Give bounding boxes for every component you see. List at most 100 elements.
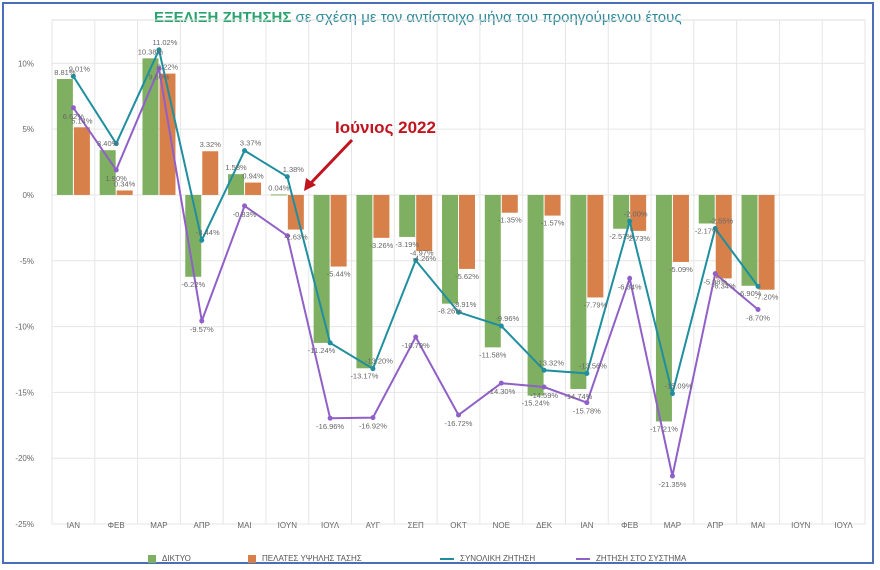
- point-systima: [627, 275, 633, 281]
- x-tick-label: ΟΚΤ: [450, 521, 467, 530]
- data-label: -15.24%: [522, 399, 550, 408]
- x-tick-label: ΙΟΥΝ: [791, 521, 811, 530]
- x-tick-label: ΝΟΕ: [493, 521, 510, 530]
- y-tick-label: 0%: [22, 191, 34, 200]
- x-tick-label: ΜΑΡ: [664, 521, 681, 530]
- x-tick-label: ΜΑΙ: [751, 521, 765, 530]
- x-tick-label: ΔΕΚ: [536, 521, 553, 530]
- point-synoliki: [156, 47, 162, 53]
- legend-swatch-synoliki: [440, 557, 454, 560]
- data-label: -4.26%: [412, 254, 436, 263]
- y-tick-label: 5%: [22, 125, 34, 134]
- point-systima: [755, 306, 761, 312]
- bar-diktyo: [142, 58, 159, 195]
- point-synoliki: [327, 340, 333, 346]
- data-label: -6.22%: [181, 280, 205, 289]
- data-label: -5.62%: [455, 272, 479, 281]
- legend-swatch-systima: [576, 557, 590, 560]
- data-label: -9.96%: [495, 314, 519, 323]
- chart-title-rest: σε σχέση με τον αντίστοιχο μήνα του προη…: [291, 9, 682, 26]
- data-label: -14.59%: [530, 391, 558, 400]
- point-synoliki: [284, 174, 290, 180]
- data-label: 0.34%: [114, 179, 136, 188]
- data-label: -4.97%: [410, 248, 434, 257]
- point-synoliki: [113, 141, 119, 147]
- x-tick-label: ΑΠΡ: [194, 521, 210, 530]
- annotation-arrow-head: [304, 178, 316, 191]
- bar-diktyo: [56, 78, 73, 195]
- data-label: -8.91%: [453, 300, 477, 309]
- bar-ypsili: [116, 190, 133, 195]
- data-label: -13.20%: [365, 357, 393, 366]
- data-label: 3.40%: [97, 139, 119, 148]
- data-label: -16.96%: [316, 422, 344, 431]
- bar-diktyo: [613, 194, 630, 229]
- point-systima: [370, 415, 376, 421]
- legend-ypsili: ΠΕΛΑΤΕΣ ΥΨΗΛΗΣ ΤΑΣΗΣ: [248, 554, 362, 563]
- data-label: -8.26%: [438, 307, 462, 316]
- point-synoliki: [456, 309, 461, 315]
- point-systima: [70, 105, 76, 111]
- y-tick-label: -10%: [15, 323, 34, 332]
- data-label: -11.58%: [479, 350, 507, 359]
- point-systima: [413, 334, 419, 340]
- y-tick-label: -20%: [15, 454, 34, 463]
- bar-diktyo: [356, 194, 373, 369]
- bar-diktyo: [527, 194, 544, 396]
- bar-ypsili: [630, 194, 647, 231]
- chart-title: ΕΞΕΛΙΞΗ ΖΗΤΗΣΗΣ σε σχέση με τον αντίστοι…: [154, 9, 682, 26]
- legend-swatch-diktyo: [148, 554, 156, 563]
- legend-label-systima: ΖΗΤΗΣΗ ΣΤΟ ΣΥΣΤΗΜΑ: [596, 554, 687, 563]
- data-label: -13.56%: [579, 361, 607, 370]
- bar-diktyo: [655, 194, 672, 422]
- data-label: -0.83%: [233, 210, 257, 219]
- data-label: 1.90%: [106, 174, 128, 183]
- point-systima: [541, 384, 547, 390]
- data-label: -5.44%: [327, 270, 351, 279]
- point-systima: [156, 66, 162, 72]
- data-label: -16.72%: [445, 419, 473, 428]
- bar-ypsili: [373, 194, 390, 238]
- x-tick-label: ΣΕΠ: [408, 521, 424, 530]
- data-label: -15.09%: [664, 382, 692, 391]
- point-synoliki: [541, 367, 547, 373]
- data-label: -11.24%: [308, 346, 336, 355]
- data-label: -16.92%: [359, 422, 387, 431]
- data-label: -6.34%: [712, 281, 736, 290]
- data-label: -2.73%: [626, 234, 650, 243]
- y-tick-label: -15%: [15, 388, 34, 397]
- bar-ypsili: [715, 194, 732, 279]
- point-systima: [456, 412, 461, 418]
- x-tick-label: ΙΟΥΝ: [278, 521, 298, 530]
- data-label: -15.78%: [573, 407, 601, 416]
- data-label: 6.62%: [63, 112, 85, 121]
- data-label: -5.09%: [669, 265, 693, 274]
- point-systima: [498, 380, 504, 386]
- data-label: -13.32%: [536, 358, 564, 367]
- data-label: -7.79%: [583, 300, 607, 309]
- data-label: 0.04%: [268, 183, 290, 192]
- bar-diktyo: [442, 194, 458, 304]
- data-label: -1.35%: [498, 216, 522, 225]
- data-label: -6.90%: [738, 289, 762, 298]
- y-tick-label: 10%: [18, 59, 34, 68]
- data-label: -2.17%: [695, 227, 719, 236]
- data-label: -2.55%: [709, 217, 733, 226]
- x-tick-label: ΦΕΒ: [108, 521, 125, 530]
- data-label: 9.22%: [157, 63, 179, 72]
- data-label: 0.94%: [242, 172, 264, 181]
- bar-diktyo: [399, 194, 416, 237]
- x-tick-label: ΑΥΓ: [366, 521, 381, 530]
- point-synoliki: [584, 370, 590, 376]
- data-label: -2.63%: [284, 233, 308, 242]
- data-label: -13.17%: [350, 371, 378, 380]
- point-systima: [327, 415, 333, 421]
- x-tick-label: ΙΑΝ: [580, 521, 594, 530]
- bar-diktyo: [99, 150, 116, 195]
- point-synoliki: [627, 218, 633, 224]
- data-label: 3.37%: [240, 139, 262, 148]
- bar-ypsili: [672, 194, 689, 262]
- data-label: -3.44%: [196, 228, 220, 237]
- data-label: -2.57%: [609, 232, 633, 241]
- data-label: 8.81%: [54, 68, 76, 77]
